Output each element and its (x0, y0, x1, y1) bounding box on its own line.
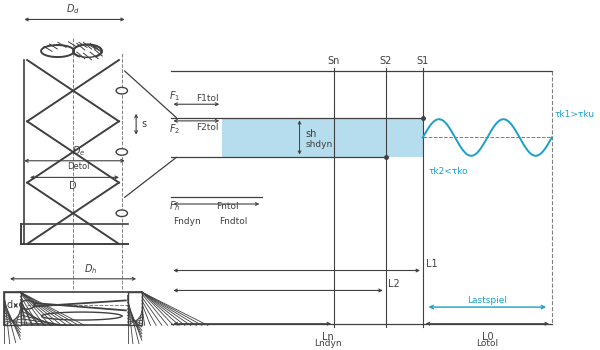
Text: Detol: Detol (68, 162, 90, 172)
Text: L0: L0 (482, 332, 493, 342)
Text: S2: S2 (379, 56, 392, 66)
Text: D: D (69, 181, 77, 191)
Circle shape (116, 210, 127, 217)
Text: F1tol: F1tol (196, 93, 219, 103)
Text: τk2<τko: τk2<τko (428, 167, 468, 176)
Text: $D_d$: $D_d$ (66, 2, 80, 16)
Text: s: s (142, 119, 147, 129)
Text: Fndyn: Fndyn (173, 217, 201, 226)
Text: $F_n$: $F_n$ (169, 199, 181, 213)
Text: Fntol: Fntol (217, 202, 239, 211)
Bar (222, 118, 423, 158)
Text: $F_1$: $F_1$ (169, 89, 181, 103)
Text: Lastspiel: Lastspiel (467, 296, 508, 306)
Text: Ln: Ln (322, 332, 334, 342)
Bar (4, 292, 20, 326)
Text: $F_2$: $F_2$ (169, 122, 181, 136)
Bar (4, 292, 22, 326)
Text: L1: L1 (425, 259, 437, 269)
Text: shdyn: shdyn (305, 140, 332, 149)
Text: sh: sh (305, 129, 317, 139)
Polygon shape (74, 45, 101, 57)
Text: L2: L2 (388, 279, 400, 289)
Text: Fndtol: Fndtol (220, 217, 248, 226)
Text: S1: S1 (416, 56, 429, 66)
Text: F2tol: F2tol (197, 122, 219, 132)
Text: Sn: Sn (328, 56, 340, 66)
Bar (4, 292, 142, 326)
Text: $D_h$: $D_h$ (83, 262, 97, 276)
Text: Lotol: Lotol (476, 339, 499, 348)
Text: $D_e$: $D_e$ (72, 144, 85, 158)
Circle shape (116, 149, 127, 155)
Text: τk1>τku: τk1>τku (554, 110, 595, 119)
Text: Lndyn: Lndyn (314, 339, 342, 348)
Bar (128, 292, 142, 326)
Text: d: d (7, 300, 13, 310)
Circle shape (116, 88, 127, 94)
